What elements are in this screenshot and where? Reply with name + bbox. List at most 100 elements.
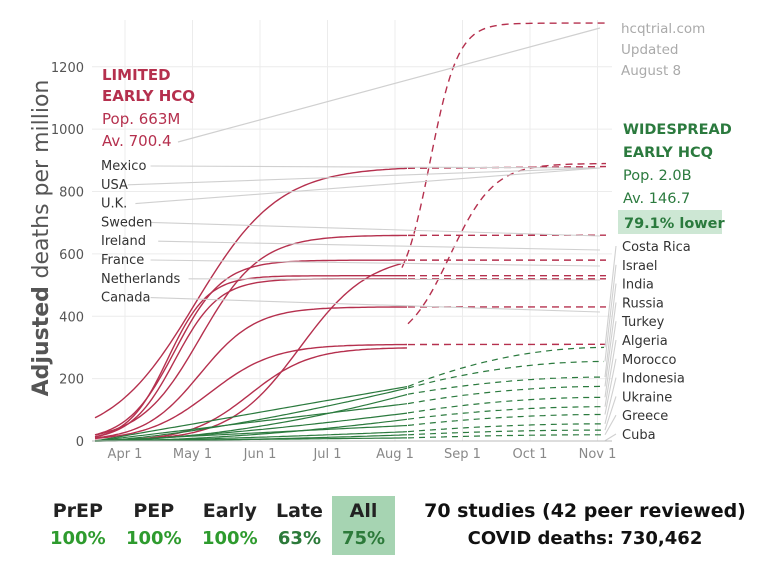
pointer-line xyxy=(604,264,617,362)
y-tick-label: 1000 xyxy=(51,123,84,138)
widespread-average: Av. 146.7 xyxy=(623,191,690,207)
source-updated: Updated xyxy=(621,42,678,58)
series-projection-limited xyxy=(401,22,606,268)
y-axis-label: Adjusted deaths per million xyxy=(29,80,54,397)
pointer-line xyxy=(150,259,601,267)
series-projection-widespread xyxy=(407,346,605,387)
x-tick-label: Oct 1 xyxy=(513,447,548,462)
widespread-country-label: Russia xyxy=(622,296,664,311)
stat-label: PrEP xyxy=(52,500,103,522)
x-tick-label: Nov 1 xyxy=(579,447,617,462)
pointer-line xyxy=(604,321,617,398)
studies-count: 70 studies (42 peer reviewed) xyxy=(424,500,746,522)
series-line-widespread xyxy=(94,386,408,442)
pointer-line xyxy=(604,414,617,436)
stat-early: Early 100% xyxy=(202,500,258,549)
limited-country-label: Ireland xyxy=(101,234,146,249)
pointer-line xyxy=(604,339,617,407)
widespread-country-label: Ukraine xyxy=(622,390,672,405)
source-date: August 8 xyxy=(621,63,681,79)
widespread-country-label: India xyxy=(622,278,654,293)
limited-country-label: Netherlands xyxy=(101,272,180,287)
limited-country-label: U.K. xyxy=(101,197,127,212)
series-projection-widespread xyxy=(407,385,604,405)
labels: LIMITED EARLY HCQ Pop. 663M Av. 700.4 Mexico… xyxy=(101,21,732,443)
stats-bar: PrEP 100% PEP 100% Early 100% Late 63% A… xyxy=(0,490,768,564)
stat-prep: PrEP 100% xyxy=(50,500,106,549)
widespread-country-label: Turkey xyxy=(621,315,665,330)
widespread-country-label: Algeria xyxy=(622,334,668,349)
series-projection-widespread xyxy=(407,406,604,420)
lower-badge-text: 79.1% lower xyxy=(624,216,726,232)
widespread-country-label: Greece xyxy=(622,409,668,424)
series-projection-limited xyxy=(407,162,606,325)
limited-country-label: France xyxy=(101,253,144,268)
stat-label: Late xyxy=(276,500,323,522)
widespread-country-label: Israel xyxy=(622,259,658,274)
series-line-widespread xyxy=(94,403,408,442)
pointer-line xyxy=(604,302,617,387)
pointer-line xyxy=(604,396,617,431)
widespread-country-label: Indonesia xyxy=(622,372,685,387)
stat-value: 100% xyxy=(126,528,182,549)
pointer-line xyxy=(158,240,601,251)
series-line-widespread xyxy=(94,424,408,442)
covid-deaths: COVID deaths: 730,462 xyxy=(467,528,703,549)
x-tick-label: May 1 xyxy=(173,447,212,462)
x-tick-label: Apr 1 xyxy=(108,447,143,462)
pointer-lines xyxy=(127,27,617,442)
y-tick-label: 0 xyxy=(76,435,84,450)
y-tick-label: 200 xyxy=(59,373,84,388)
series-projection-widespread xyxy=(407,396,605,414)
stat-pep: PEP 100% xyxy=(126,500,182,549)
widespread-title: WIDESPREAD xyxy=(623,122,732,138)
axes: 0 200 400 600 800 1000 1200 Apr 1 May 1 Jun 1 Jul … xyxy=(29,61,616,462)
pointer-line xyxy=(135,167,601,205)
series-line-widespread xyxy=(94,387,408,442)
limited-country-label: USA xyxy=(101,178,128,193)
stat-late: Late 63% xyxy=(276,500,323,549)
limited-average: Av. 700.4 xyxy=(102,132,172,150)
limited-population: Pop. 663M xyxy=(102,110,180,128)
y-tick-label: 400 xyxy=(59,310,84,325)
x-tick-label: Jul 1 xyxy=(312,447,341,462)
summary: 70 studies (42 peer reviewed) COVID deat… xyxy=(410,500,760,549)
series-line-limited xyxy=(94,275,407,438)
pointer-line xyxy=(127,167,601,186)
pointer-line xyxy=(177,27,601,143)
y-tick-label: 800 xyxy=(59,186,84,201)
stat-value: 75% xyxy=(342,528,386,549)
stat-value: 100% xyxy=(202,528,258,549)
pointer-line xyxy=(150,297,601,313)
pointer-line xyxy=(188,278,601,281)
limited-country-label: Sweden xyxy=(101,215,152,230)
pointer-line xyxy=(150,165,601,169)
series-projection-widespread xyxy=(407,376,604,395)
series-line-limited xyxy=(94,343,408,440)
pointer-line xyxy=(604,433,617,442)
series-projection-widespread xyxy=(407,429,604,436)
widespread-population: Pop. 2.0B xyxy=(623,168,692,184)
pointer-line xyxy=(150,221,601,237)
stat-value: 63% xyxy=(277,528,321,549)
stat-all: All 75% xyxy=(332,496,396,555)
pointer-line xyxy=(604,377,617,424)
pointer-line xyxy=(604,245,617,348)
stat-label: Early xyxy=(202,500,257,522)
pointer-line xyxy=(604,283,617,378)
series-projection-widespread xyxy=(407,434,604,439)
stat-label: PEP xyxy=(133,500,175,522)
widespread-country-label: Costa Rica xyxy=(622,240,691,255)
stat-value: 100% xyxy=(50,528,106,549)
limited-subtitle: EARLY HCQ xyxy=(102,87,195,105)
series-line-limited xyxy=(94,306,407,439)
series-projection-widespread xyxy=(407,360,604,389)
stat-label: All xyxy=(349,500,378,522)
limited-country-label: Mexico xyxy=(101,159,146,174)
x-tick-label: Sep 1 xyxy=(444,447,481,462)
source-site: hcqtrial.com xyxy=(621,21,705,37)
y-tick-label: 600 xyxy=(59,248,84,263)
y-tick-label: 1200 xyxy=(51,61,84,76)
widespread-country-label: Cuba xyxy=(622,428,656,443)
